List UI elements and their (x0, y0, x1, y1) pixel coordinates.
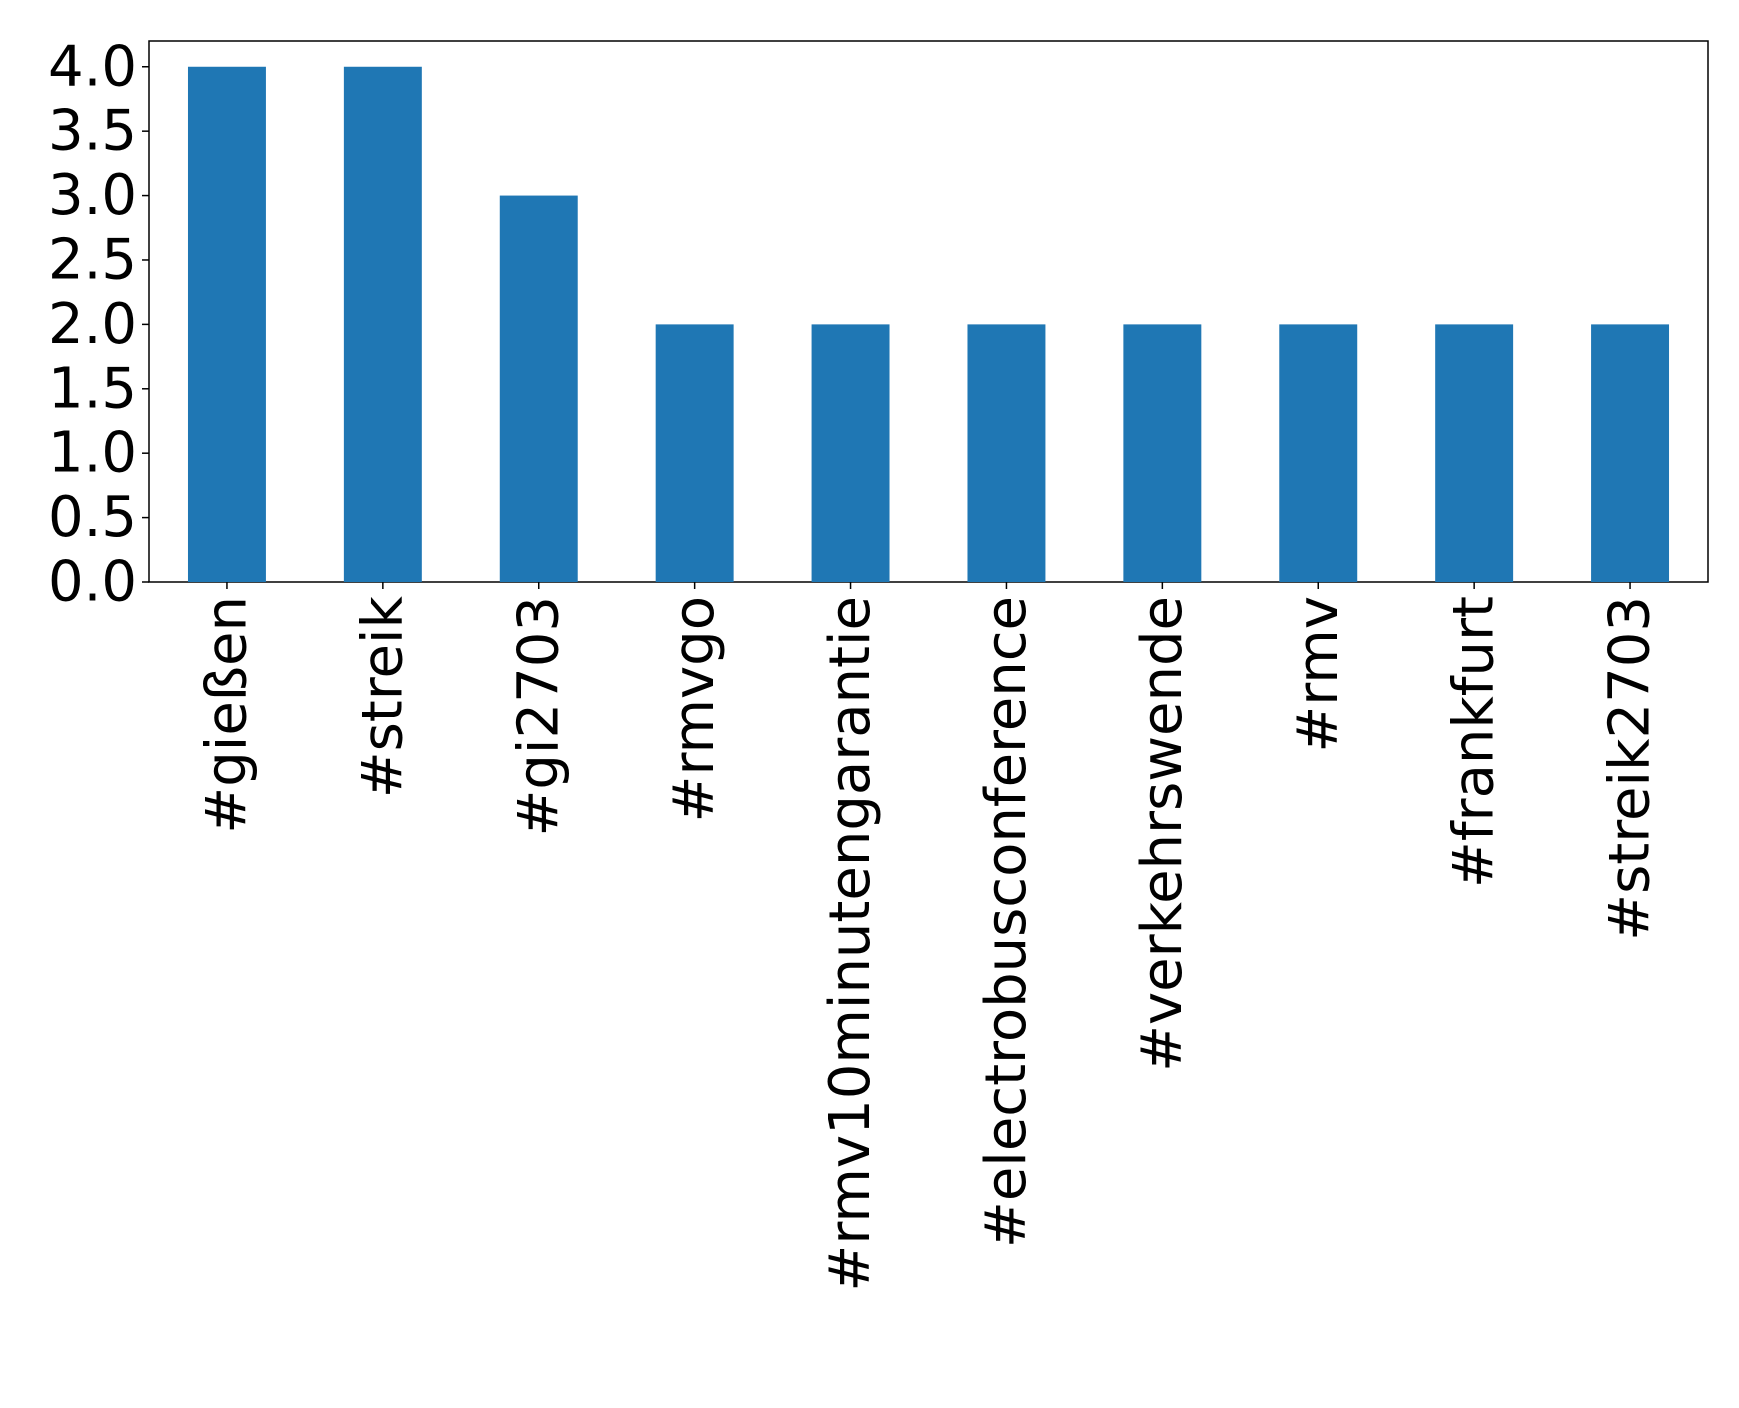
x-tick-label: #streik (350, 595, 415, 798)
bar (655, 324, 734, 582)
y-tick-label: 4.0 (48, 34, 137, 99)
x-tick-label: #rmv (1286, 596, 1351, 753)
y-tick-label: 2.0 (48, 292, 137, 357)
bar (1279, 324, 1358, 582)
bar (811, 324, 890, 582)
bar (1591, 324, 1670, 582)
y-tick-label: 1.0 (48, 421, 137, 486)
x-tick-label: #frankfurt (1442, 596, 1507, 888)
bar (1123, 324, 1202, 582)
y-tick-label: 0.0 (48, 550, 137, 615)
bar (967, 324, 1046, 582)
bar (499, 195, 578, 583)
bar (187, 66, 266, 582)
x-tick-label: #rmv10minutengarantie (818, 596, 883, 1292)
x-tick-label: #gießen (194, 596, 259, 834)
y-tick-label: 3.5 (48, 99, 137, 164)
y-tick-label: 1.5 (48, 356, 137, 421)
bar (1435, 324, 1514, 582)
x-tick-label: #gi2703 (506, 596, 571, 837)
y-tick-label: 0.5 (48, 485, 137, 550)
y-tick-label: 3.0 (48, 163, 137, 228)
x-tick-label: #electrobusconference (974, 596, 1039, 1248)
y-tick-label: 2.5 (48, 227, 137, 292)
plot-frame (148, 40, 1709, 583)
bar (343, 66, 422, 582)
x-tick-label: #streik2703 (1598, 596, 1663, 941)
x-tick-label: #rmvgo (662, 596, 727, 822)
x-tick-label: #verkehrswende (1130, 596, 1195, 1072)
